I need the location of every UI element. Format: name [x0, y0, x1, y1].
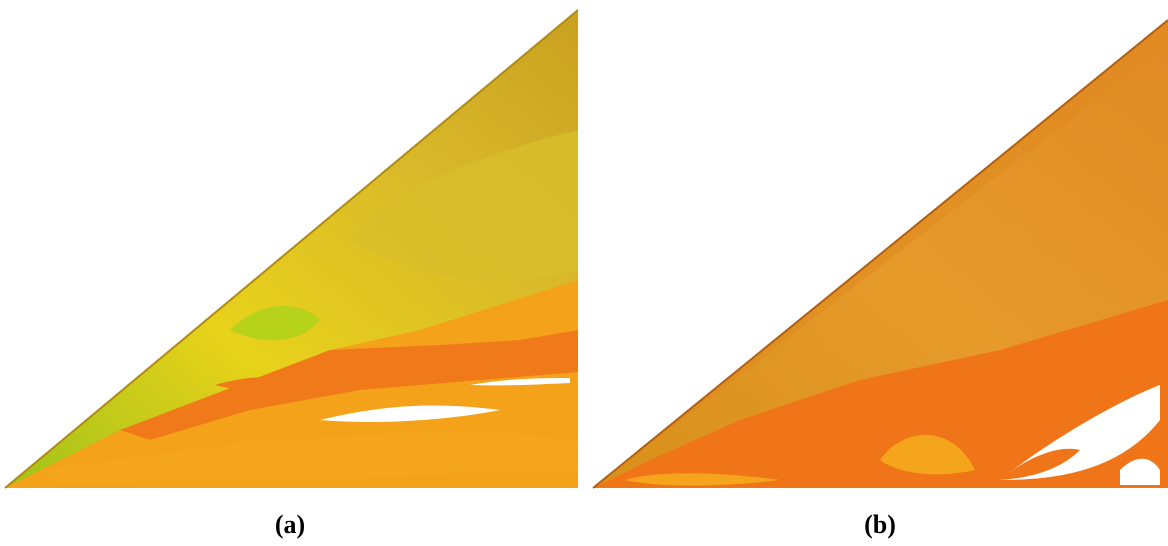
panel-label: (a) [275, 510, 305, 539]
panel-label: (b) [864, 510, 896, 539]
panel-a-image [5, 10, 578, 488]
figure: (a) (b) [0, 0, 1168, 546]
panel-b-image [593, 20, 1168, 488]
